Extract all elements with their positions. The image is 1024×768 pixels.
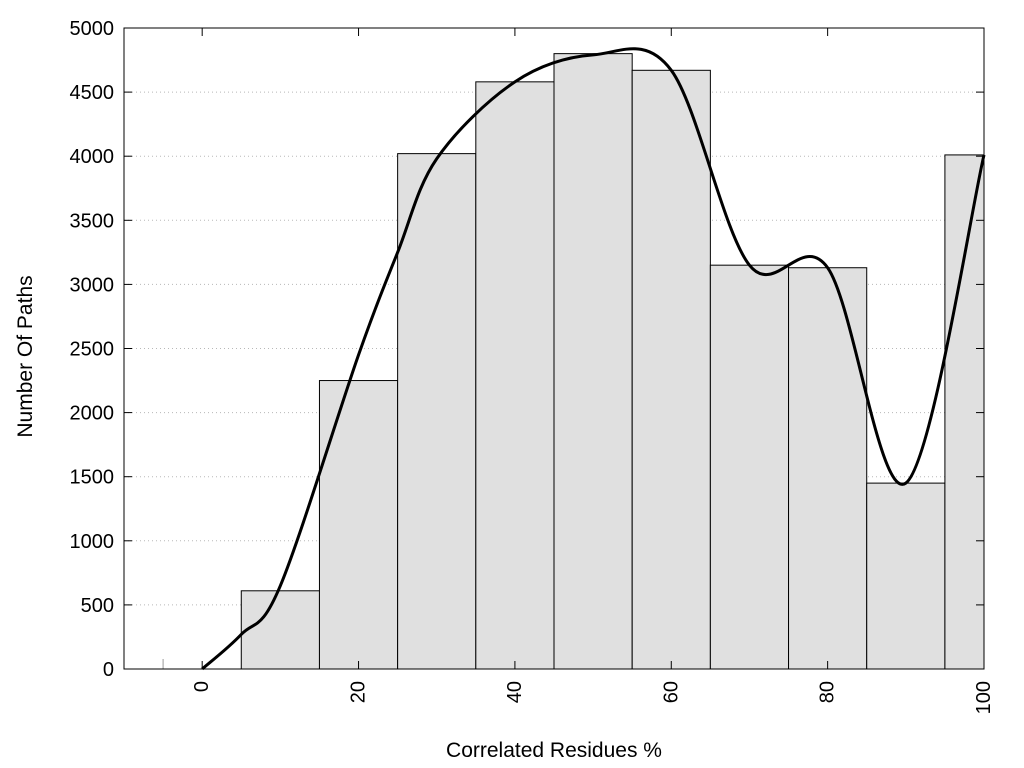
- x-axis-title: Correlated Residues %: [446, 739, 662, 762]
- histogram-bar: [553, 53, 633, 670]
- histogram-bar: [944, 154, 985, 670]
- y-tick-label: 3500: [70, 210, 115, 232]
- y-tick-label: 2000: [70, 403, 115, 425]
- y-tick-label: 1000: [70, 531, 115, 553]
- histogram-bar: [631, 69, 711, 670]
- histogram-bar: [318, 380, 399, 670]
- y-axis-title: Number Of Paths: [14, 275, 37, 437]
- x-tick-label: 100: [973, 681, 995, 714]
- y-tick-label: 0: [103, 659, 114, 681]
- histogram-bar: [240, 590, 320, 670]
- y-tick-label: 500: [81, 595, 114, 617]
- y-tick-label: 4500: [70, 82, 115, 104]
- histogram-bar: [788, 267, 868, 670]
- histogram-bar: [709, 264, 790, 670]
- histogram-bar: [475, 81, 555, 670]
- x-tick-label: 0: [191, 681, 213, 692]
- bars-group: [162, 53, 985, 670]
- y-tick-label: 2500: [70, 339, 115, 361]
- y-tick-label: 1500: [70, 467, 115, 489]
- x-tick-label: 80: [817, 681, 839, 703]
- x-tick-label: 20: [348, 681, 370, 703]
- y-tick-label: 3000: [70, 274, 115, 296]
- x-tick-label: 60: [660, 681, 682, 703]
- axis-ticks: 0500100015002000250030003500400045005000…: [70, 18, 996, 714]
- y-tick-label: 4000: [70, 146, 115, 168]
- histogram-bar: [397, 153, 477, 670]
- x-tick-label: 40: [504, 681, 526, 703]
- smooth-line-group: [201, 47, 986, 671]
- smoothed-trend-line: [201, 47, 986, 671]
- y-tick-label: 5000: [70, 18, 115, 40]
- histogram-bar: [866, 482, 946, 670]
